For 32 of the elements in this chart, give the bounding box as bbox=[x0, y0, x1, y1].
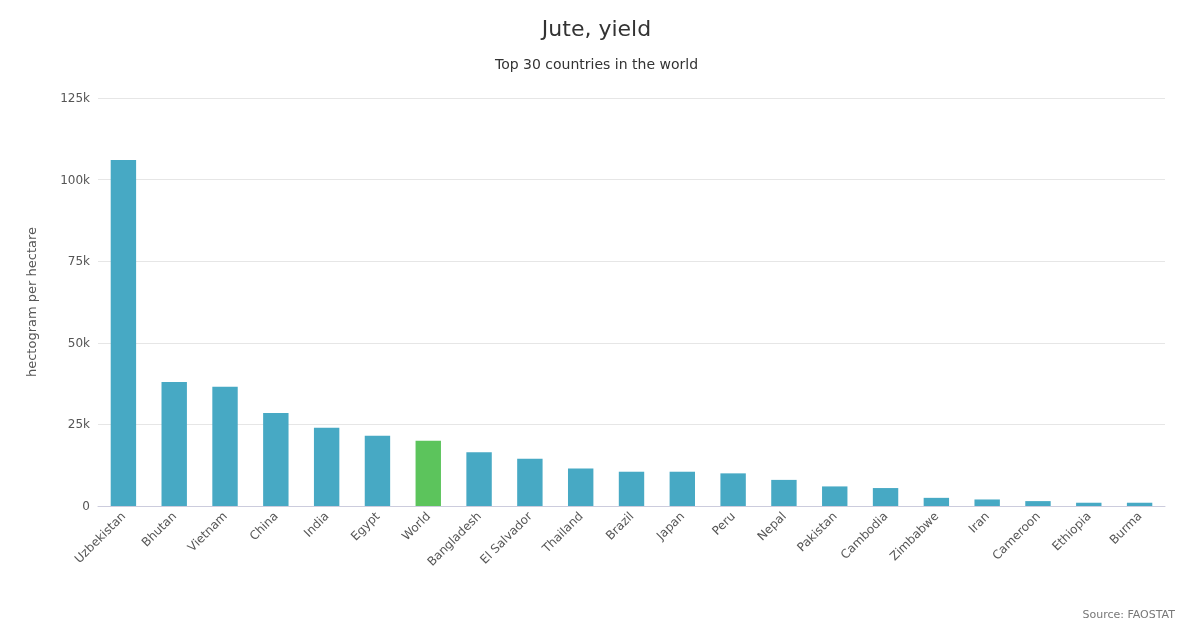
chart-subtitle: Top 30 countries in the world bbox=[493, 56, 699, 72]
bar bbox=[872, 488, 899, 506]
y-tick-label: 75k bbox=[67, 254, 91, 269]
bar bbox=[720, 473, 746, 506]
y-axis-title: hectogram per hectare bbox=[24, 226, 39, 378]
y-tick-label: 0 bbox=[82, 499, 90, 513]
bar bbox=[822, 486, 848, 506]
bar bbox=[669, 471, 696, 506]
bar bbox=[618, 471, 645, 506]
y-tick-label: 50k bbox=[67, 335, 91, 350]
chart-title: Jute, yield bbox=[539, 15, 652, 41]
y-tick-label: 25k bbox=[67, 417, 91, 432]
bar bbox=[212, 386, 238, 506]
bar bbox=[313, 427, 340, 506]
bar bbox=[567, 468, 594, 506]
bar bbox=[771, 479, 797, 506]
y-tick-label: 100k bbox=[60, 172, 91, 187]
bar bbox=[466, 452, 492, 506]
bar bbox=[517, 458, 543, 506]
bar bbox=[1076, 502, 1102, 506]
bar bbox=[110, 160, 137, 506]
bar bbox=[1025, 501, 1051, 506]
source-note: Source: FAOSTAT bbox=[1082, 608, 1176, 621]
bar bbox=[1126, 502, 1153, 506]
y-tick-label: 125k bbox=[60, 91, 91, 105]
bar bbox=[415, 440, 441, 506]
x-tick-label: Iran bbox=[965, 509, 993, 536]
bar bbox=[923, 497, 950, 506]
bar bbox=[161, 381, 187, 506]
bar bbox=[263, 412, 289, 506]
bar bbox=[364, 435, 391, 506]
bar bbox=[974, 499, 1000, 506]
